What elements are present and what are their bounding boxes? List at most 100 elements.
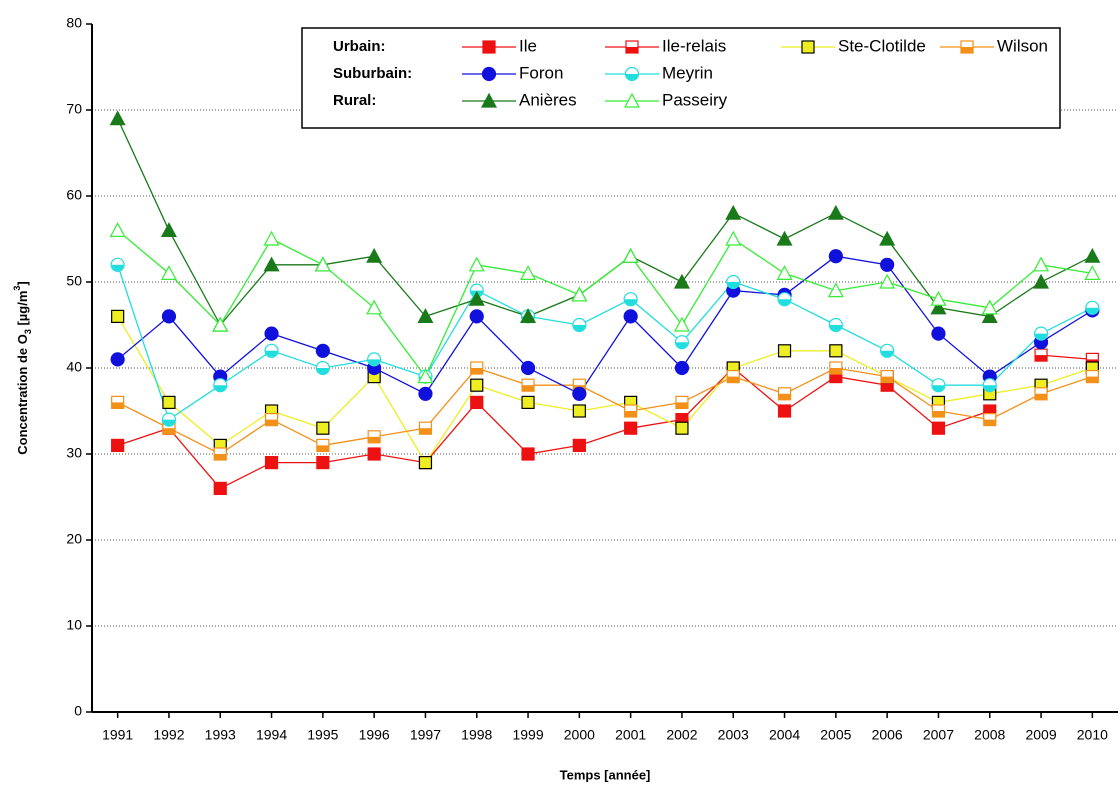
legend-group-label: Suburbain: [333,65,412,82]
x-tick-label: 1993 [205,727,236,743]
legend-marker [960,40,974,54]
data-point [982,378,997,393]
x-tick-label: 2009 [1025,727,1056,743]
marker-shape [521,447,535,461]
marker-shape [827,282,844,298]
data-point [264,456,279,470]
marker-half [675,402,688,409]
marker-shape [520,265,537,280]
data-point [109,110,126,126]
data-point [880,257,895,272]
x-tick-label: 2006 [872,727,903,743]
data-point [212,316,229,332]
marker-shape [111,309,125,323]
legend-marker [623,92,641,108]
data-point [622,247,639,263]
data-point [827,204,844,220]
legend-label: Foron [519,63,563,82]
data-point [675,421,689,435]
y-tick-label: 60 [66,187,82,203]
data-point [316,456,330,470]
marker-shape [110,352,125,367]
marker-half [162,428,175,435]
marker-shape [981,299,998,315]
data-point [828,317,843,333]
legend-label: Ste-Clotilde [838,36,926,55]
legend-marker [481,66,497,82]
x-tick-label: 2002 [666,727,697,743]
data-point [367,352,382,367]
marker-shape [111,438,125,452]
y-tick-label: 20 [66,531,82,547]
data-point [776,265,793,280]
marker-shape [315,343,330,358]
marker-shape [314,256,331,272]
data-point [726,370,740,384]
marker-shape [109,222,126,237]
marker-shape [572,386,587,401]
data-point [470,378,484,392]
marker-half [470,368,483,374]
data-point [521,447,535,461]
marker-shape [776,265,793,280]
marker-half [573,325,586,331]
legend-label: Passeiry [662,90,728,109]
data-point [827,282,844,298]
data-point [161,309,177,324]
x-tick-label: 2003 [718,727,749,743]
data-point [571,286,588,302]
data-point [521,395,535,409]
data-point [418,456,433,470]
marker-shape [482,40,496,54]
marker-shape [162,395,176,409]
marker-half [368,359,381,366]
data-point [418,421,433,435]
data-point [829,361,843,375]
data-point [213,481,227,495]
y-label-part: 3 [23,329,33,334]
legend-label: Ile-relais [662,36,726,55]
series-line [117,316,1093,464]
data-point [673,316,690,332]
data-point [264,413,279,427]
marker-shape [829,344,843,358]
data-point [1085,370,1099,384]
data-point [880,343,895,358]
data-point [213,447,227,461]
marker-half [265,419,278,426]
marker-half [983,385,996,392]
marker-half [727,282,740,288]
legend-marker [625,40,639,54]
marker-shape [777,404,792,418]
marker-shape [520,308,537,323]
data-point [468,256,485,272]
y-label-part: ] [15,281,30,285]
marker-shape [622,247,639,263]
data-point [263,256,280,272]
data-point [879,273,896,289]
data-point [111,395,125,409]
data-point [366,247,383,263]
marker-half [626,74,638,80]
x-tick-label: 2004 [769,727,800,743]
marker-shape [673,273,690,289]
y-axis-label: Concentration de O3 [µg/m3] [12,281,33,455]
x-tick-label: 2010 [1077,727,1108,743]
data-point [624,404,638,418]
data-point [316,421,330,435]
data-point [160,265,177,280]
marker-shape [801,40,815,54]
data-point [1033,273,1050,289]
marker-shape [931,326,946,341]
marker-shape [623,92,641,108]
data-point [418,386,433,401]
data-point [777,344,792,358]
data-point [315,360,330,376]
data-point [624,421,638,435]
marker-half [522,385,535,392]
marker-shape [470,378,484,392]
marker-shape [470,395,484,409]
legend-marker [624,66,640,82]
marker-shape [1084,247,1101,263]
